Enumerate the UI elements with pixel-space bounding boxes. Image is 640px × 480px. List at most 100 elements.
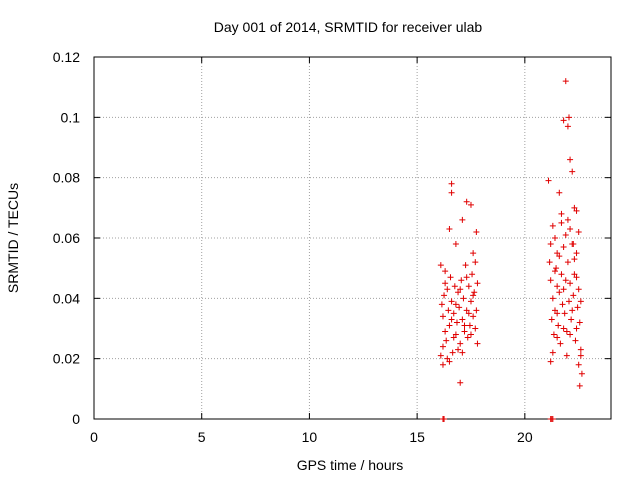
y-tick-label: 0: [72, 411, 80, 427]
data-point: [470, 292, 477, 299]
data-point: [549, 222, 556, 229]
data-point: [558, 219, 565, 226]
axis-ticks: 0 5 10 15 20 0 0.02 0.04 0.06 0.08 0.1 0.12: [53, 49, 611, 445]
data-point: [560, 244, 567, 251]
data-point: [473, 307, 480, 314]
data-point: [448, 180, 455, 187]
data-point: [448, 189, 455, 196]
data-point: [441, 416, 448, 422]
data-point: [573, 207, 580, 214]
data-point: [444, 355, 451, 362]
data-points: [437, 78, 585, 422]
y-axis-label: SRMTID / TECUs: [5, 183, 21, 293]
data-point: [465, 310, 472, 317]
data-point: [461, 328, 468, 335]
data-point: [571, 256, 578, 263]
data-point: [470, 250, 477, 257]
data-point: [472, 259, 479, 266]
data-point: [565, 114, 572, 121]
data-point: [560, 286, 567, 293]
x-tick-label: 10: [302, 429, 318, 445]
grid-lines: [94, 57, 611, 419]
data-point: [575, 286, 582, 293]
data-point: [463, 198, 470, 205]
data-point: [453, 319, 460, 326]
data-point: [573, 274, 580, 281]
data-point: [561, 310, 568, 317]
data-point: [556, 253, 563, 260]
data-point: [459, 349, 466, 356]
data-point: [554, 283, 561, 290]
data-point: [450, 310, 457, 317]
data-point: [442, 328, 449, 335]
data-point: [448, 316, 455, 323]
y-tick-label: 0.06: [53, 230, 80, 246]
data-point: [459, 216, 466, 223]
chart-title: Day 001 of 2014, SRMTID for receiver ula…: [214, 19, 483, 35]
data-point: [459, 316, 466, 323]
data-point: [564, 216, 571, 223]
data-point: [562, 277, 569, 284]
data-point: [551, 268, 558, 275]
data-point: [573, 325, 580, 332]
data-point: [456, 304, 463, 311]
data-point: [472, 325, 479, 332]
data-point: [451, 283, 458, 290]
x-axis-label: GPS time / hours: [297, 457, 404, 473]
data-point: [567, 331, 574, 338]
data-point: [563, 328, 570, 335]
x-tick-label: 20: [517, 429, 533, 445]
data-point: [442, 268, 449, 275]
data-point: [471, 289, 478, 296]
data-point: [457, 340, 464, 347]
data-point: [455, 289, 462, 296]
data-point: [569, 307, 576, 314]
data-point: [438, 301, 445, 308]
data-point: [547, 241, 554, 248]
data-point: [567, 156, 574, 163]
data-point: [452, 241, 459, 248]
data-point: [463, 274, 470, 281]
y-tick-label: 0.08: [53, 170, 80, 186]
data-point: [447, 274, 454, 281]
data-point: [571, 271, 578, 278]
data-point: [455, 346, 462, 353]
data-point: [457, 286, 464, 293]
data-point: [458, 277, 465, 284]
data-point: [556, 189, 563, 196]
data-point: [457, 379, 464, 386]
data-point: [452, 301, 459, 308]
data-point: [556, 289, 563, 296]
data-point: [462, 262, 469, 269]
data-point: [549, 295, 556, 302]
data-point: [567, 225, 574, 232]
data-point: [570, 241, 577, 248]
data-point: [569, 168, 576, 175]
data-point: [562, 78, 569, 85]
data-point: [473, 228, 480, 235]
x-tick-label: 0: [90, 429, 98, 445]
data-point: [554, 250, 561, 257]
data-point: [573, 250, 580, 257]
data-point: [463, 307, 470, 314]
y-tick-label: 0.04: [53, 290, 80, 306]
data-point: [449, 349, 456, 356]
data-point: [553, 265, 560, 272]
data-point: [574, 304, 581, 311]
data-point: [439, 343, 446, 350]
data-point: [551, 235, 558, 241]
data-point: [564, 259, 571, 266]
data-point: [467, 201, 474, 208]
data-point: [577, 346, 584, 353]
data-point: [564, 123, 571, 130]
data-point: [549, 416, 556, 422]
data-point: [554, 310, 561, 317]
data-point: [460, 295, 467, 302]
data-point: [439, 313, 446, 320]
data-point: [546, 259, 553, 266]
data-point: [571, 204, 578, 211]
data-point: [572, 337, 579, 344]
data-point: [555, 322, 562, 329]
data-point: [464, 334, 471, 341]
